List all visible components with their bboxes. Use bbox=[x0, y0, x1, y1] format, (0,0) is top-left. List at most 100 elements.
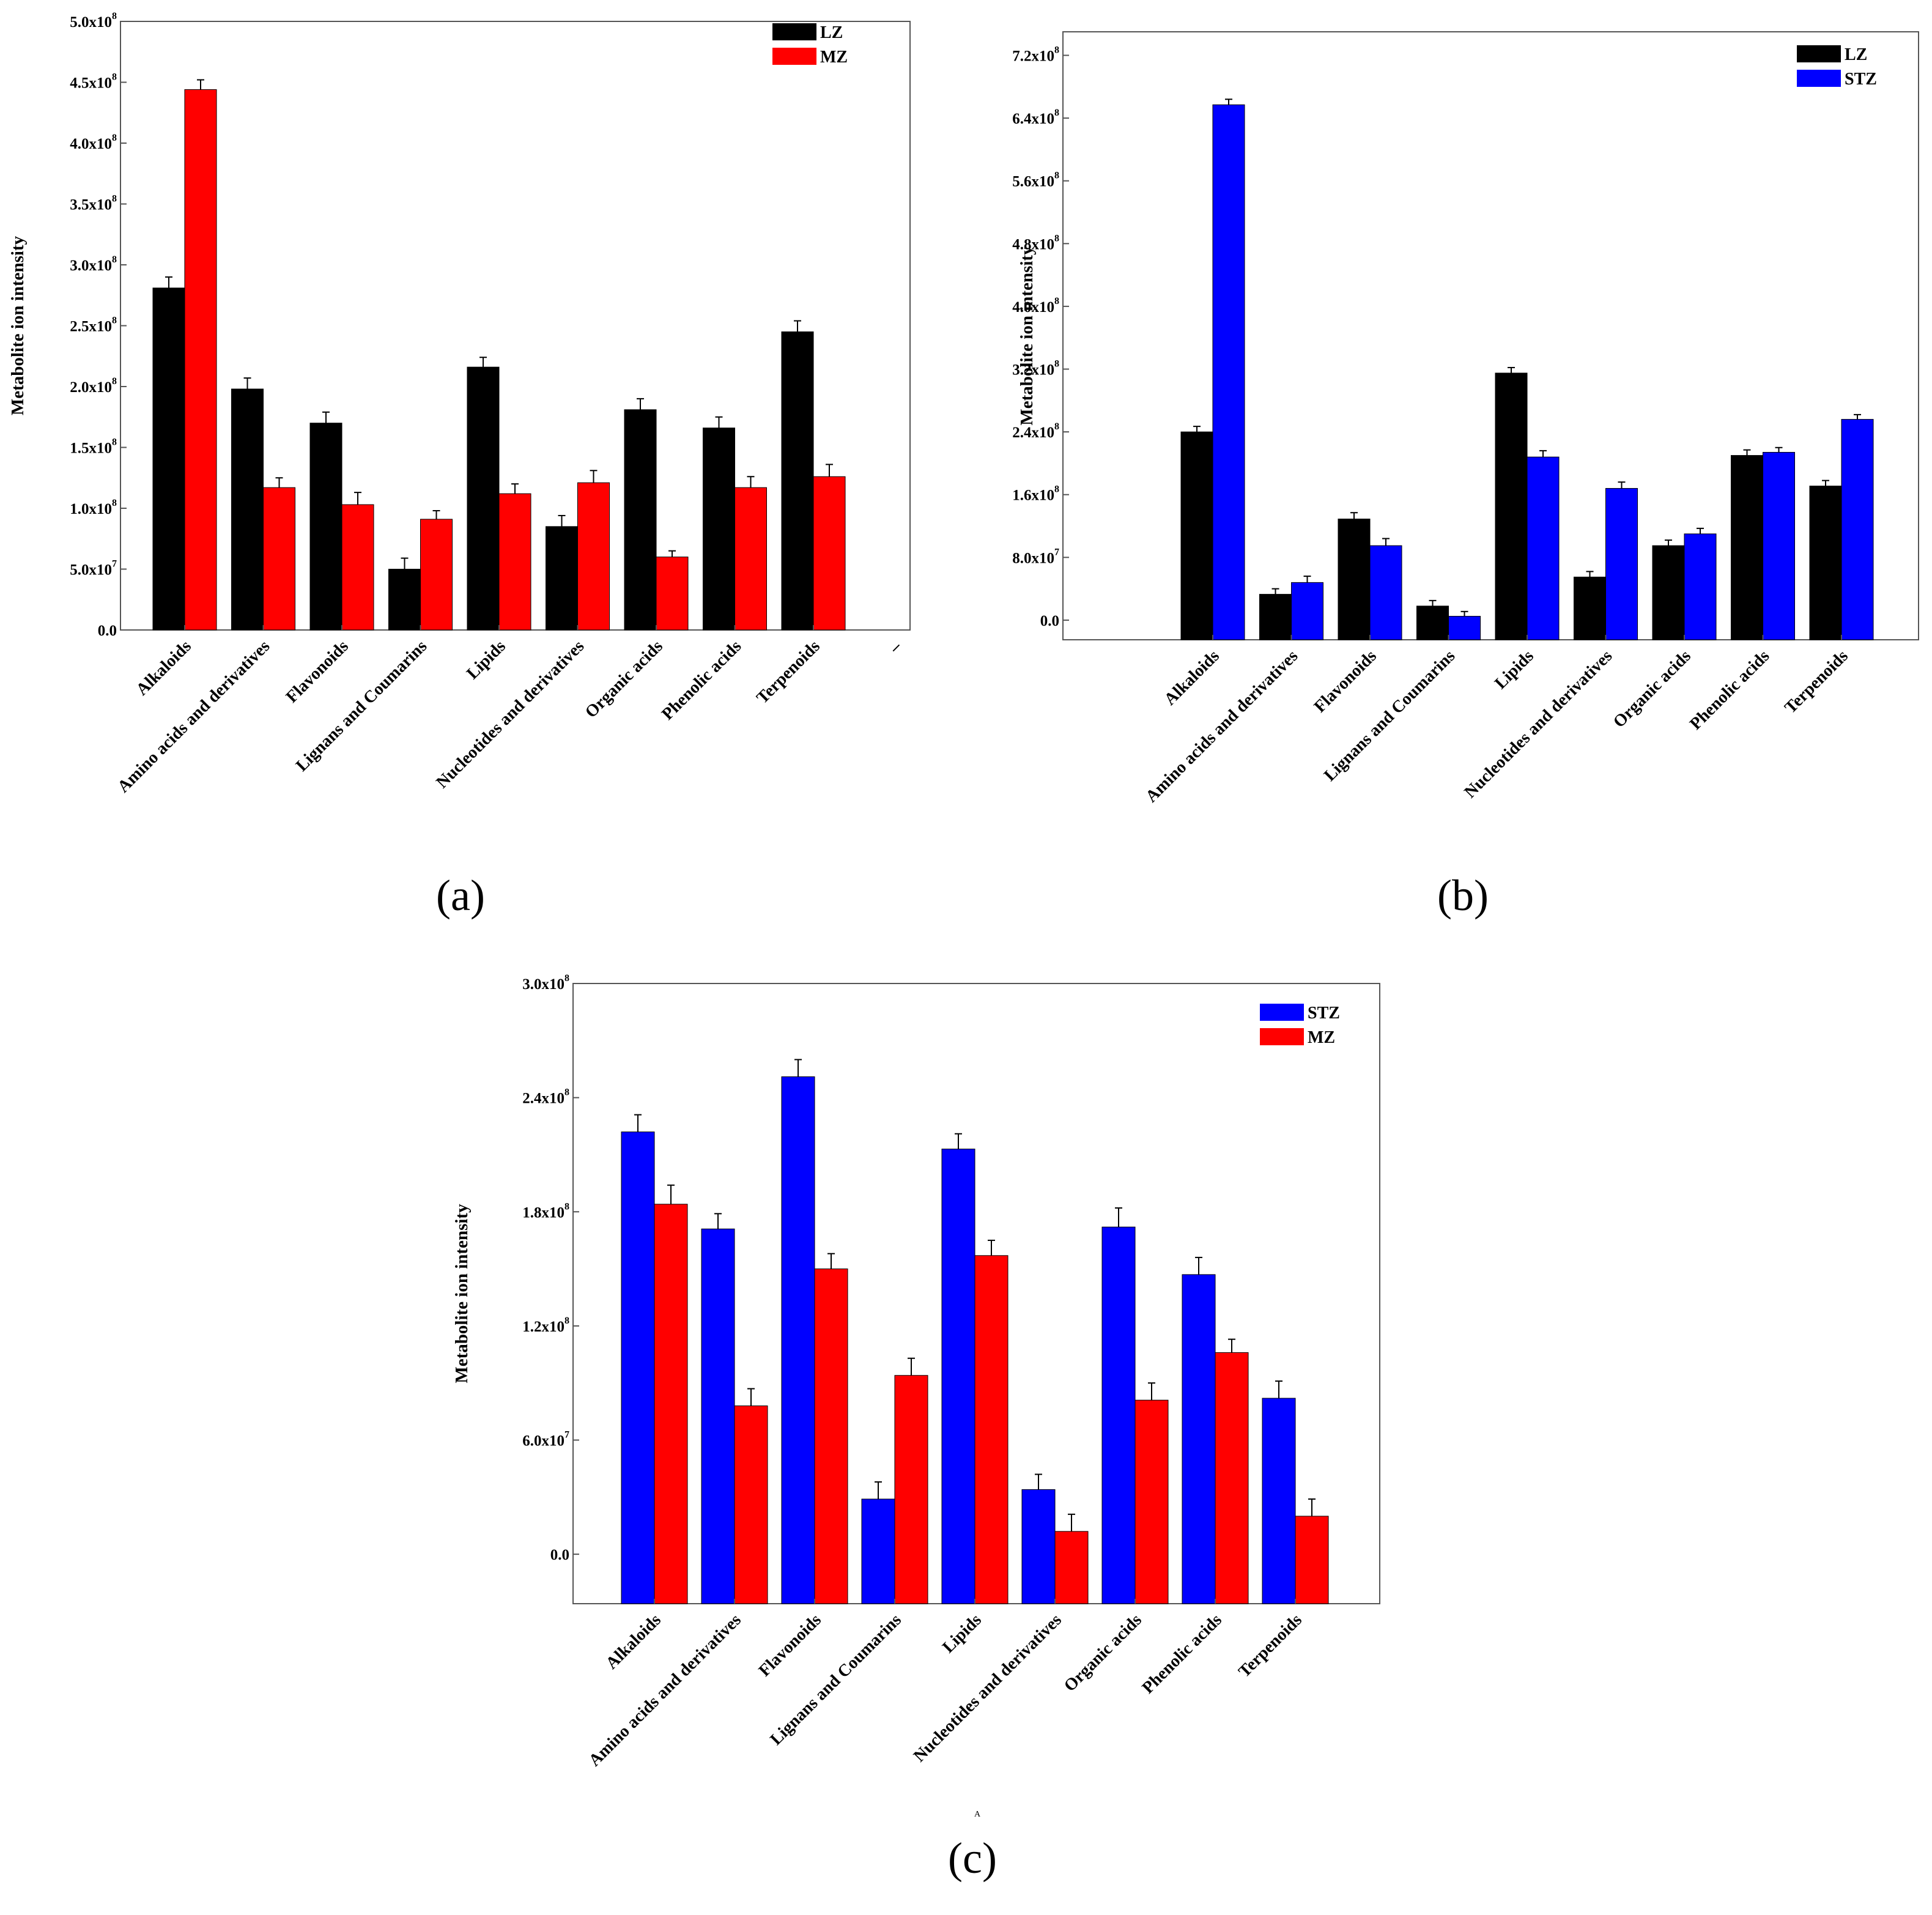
bar-mz-1 bbox=[263, 487, 295, 631]
y-tick-label: 3.0x108 bbox=[70, 254, 117, 274]
bar-mz-7 bbox=[735, 487, 767, 631]
y-tick-label: 6.0x107 bbox=[522, 1430, 569, 1450]
bar-stz-4 bbox=[941, 1149, 975, 1604]
plot-frame bbox=[1062, 31, 1919, 640]
category-label: Lignans and Coumarins bbox=[766, 1610, 905, 1749]
legend-swatch-mz bbox=[772, 48, 816, 65]
bar-lz-6 bbox=[1652, 545, 1685, 640]
bar-mz-5 bbox=[1054, 1531, 1089, 1604]
bar-mz-5 bbox=[577, 482, 610, 631]
bar-stz-7 bbox=[1182, 1274, 1216, 1604]
bar-mz-0 bbox=[654, 1204, 688, 1604]
y-tick-label: 1.8x108 bbox=[522, 1201, 569, 1221]
bar-mz-4 bbox=[498, 493, 531, 631]
y-tick-label: 1.0x108 bbox=[70, 498, 117, 517]
category-label: Nucleotides and derivatives bbox=[910, 1610, 1065, 1766]
bar-lz-8 bbox=[1809, 486, 1842, 640]
bar-stz-5 bbox=[1605, 487, 1638, 640]
category-label: Amino acids and derivatives bbox=[114, 637, 273, 796]
bar-mz-6 bbox=[656, 557, 689, 631]
bar-mz-2 bbox=[341, 504, 374, 631]
bar-stz-1 bbox=[1291, 582, 1323, 640]
y-tick-label: 1.5x108 bbox=[70, 437, 117, 457]
category-label: Amino acids and derivatives bbox=[585, 1610, 745, 1770]
bar-mz-2 bbox=[814, 1269, 848, 1604]
category-label: Amino acids and derivatives bbox=[1142, 646, 1301, 806]
bar-lz-7 bbox=[1731, 455, 1763, 640]
bar-mz-3 bbox=[420, 519, 453, 631]
bar-mz-1 bbox=[734, 1406, 768, 1604]
y-tick-label: 5.0x108 bbox=[70, 11, 117, 31]
y-tick-label: 4.5x108 bbox=[70, 72, 117, 92]
category-label: Flavonoids bbox=[283, 637, 352, 706]
y-tick-label: 0.0 bbox=[1040, 613, 1059, 629]
y-tick-label: 4.0x108 bbox=[1012, 296, 1059, 316]
chart-panel-b: 0.0 8.0x107 1.6x108 2.4x108 3.2x108 4.0x108 4.… bbox=[1012, 31, 1919, 920]
category-label: Lignans and Coumarins bbox=[1320, 646, 1459, 785]
bar-mz-8 bbox=[813, 476, 846, 631]
bar-stz-8 bbox=[1841, 419, 1874, 640]
category-label: Phenolic acids bbox=[658, 637, 745, 724]
bar-mz-4 bbox=[974, 1255, 1009, 1604]
bar-mz-3 bbox=[894, 1375, 928, 1604]
bar-lz-0 bbox=[1180, 431, 1213, 640]
stray-mark: A bbox=[974, 1810, 981, 1819]
legend-label-lz: LZ bbox=[820, 23, 843, 42]
bar-stz-2 bbox=[1369, 545, 1402, 640]
bar-stz-0 bbox=[621, 1132, 655, 1604]
extra-tick-label: – bbox=[885, 637, 905, 657]
category-label: Alkaloids bbox=[133, 637, 195, 699]
bar-stz-3 bbox=[1448, 616, 1481, 640]
bar-lz-3 bbox=[1416, 606, 1449, 640]
bar-stz-0 bbox=[1212, 104, 1245, 640]
bar-lz-6 bbox=[624, 409, 657, 631]
category-label: Organic acids bbox=[1610, 646, 1695, 732]
category-label: Lipids bbox=[1491, 646, 1538, 693]
category-label: Flavonoids bbox=[755, 1610, 825, 1680]
bar-stz-5 bbox=[1021, 1489, 1056, 1604]
chart-panel-c: 0.0 6.0x107 1.2x108 1.8x108 2.4x108 3.0x108 Al… bbox=[452, 973, 1380, 1883]
y-tick-label: 6.4x108 bbox=[1012, 108, 1059, 127]
category-label: Terpenoids bbox=[753, 637, 824, 708]
bar-stz-6 bbox=[1101, 1226, 1136, 1604]
category-label: Nucleotides and derivatives bbox=[1460, 646, 1616, 802]
y-tick-label: 7.2x108 bbox=[1012, 45, 1059, 64]
y-tick-label: 5.6x108 bbox=[1012, 171, 1059, 190]
y-tick-label: 4.0x108 bbox=[70, 133, 117, 152]
panel-label: (c) bbox=[948, 1834, 997, 1883]
panel-label: (a) bbox=[436, 871, 485, 920]
bar-lz-1 bbox=[1259, 594, 1292, 640]
y-tick-label: 4.8x108 bbox=[1012, 233, 1059, 253]
y-tick-label: 1.6x108 bbox=[1012, 484, 1059, 504]
y-tick-label: 8.0x107 bbox=[1012, 547, 1059, 566]
legend-swatch-lz bbox=[1797, 45, 1841, 62]
y-tick-label: 2.0x108 bbox=[70, 376, 117, 396]
category-label: Organic acids bbox=[582, 637, 667, 722]
y-tick-label: 1.2x108 bbox=[522, 1316, 569, 1335]
category-label: Flavonoids bbox=[1311, 646, 1380, 716]
bar-lz-5 bbox=[546, 526, 578, 631]
y-axis-label: Metabolite ion intensity bbox=[452, 1204, 472, 1383]
bar-lz-8 bbox=[781, 331, 814, 631]
bar-lz-4 bbox=[467, 366, 500, 631]
legend-label-stz: STZ bbox=[1308, 1004, 1340, 1023]
legend-swatch-stz bbox=[1260, 1004, 1304, 1021]
y-tick-label: 5.0x107 bbox=[70, 559, 117, 579]
legend-swatch-lz bbox=[772, 23, 816, 40]
category-label: Lipids bbox=[463, 637, 509, 683]
bar-stz-2 bbox=[781, 1076, 815, 1604]
y-tick-label: 2.4x108 bbox=[1012, 421, 1059, 441]
bar-stz-1 bbox=[701, 1228, 735, 1604]
y-axis-label: Metabolite ion intensity bbox=[1017, 246, 1037, 426]
legend-label-stz: STZ bbox=[1845, 70, 1877, 89]
y-tick-label: 0.0 bbox=[550, 1547, 569, 1563]
category-label: Phenolic acids bbox=[1686, 646, 1773, 733]
legend-label-lz: LZ bbox=[1845, 45, 1867, 64]
y-tick-label: 3.2x108 bbox=[1012, 359, 1059, 379]
y-axis-label: Metabolite ion intensity bbox=[8, 235, 28, 415]
category-label: Nucleotides and derivatives bbox=[432, 637, 588, 792]
y-tick-label: 3.5x108 bbox=[70, 194, 117, 213]
bar-stz-4 bbox=[1527, 456, 1560, 640]
legend-label-mz: MZ bbox=[1308, 1028, 1335, 1047]
y-tick-label: 2.5x108 bbox=[70, 316, 117, 335]
